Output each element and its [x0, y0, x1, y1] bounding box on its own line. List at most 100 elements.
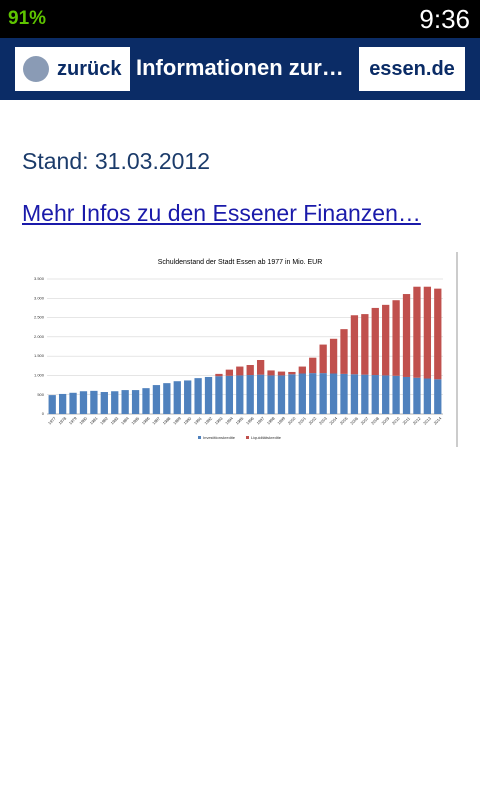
bar-segment — [246, 365, 254, 376]
bar-segment — [434, 379, 442, 414]
bar-segment — [309, 357, 317, 374]
bar-segment — [319, 344, 327, 374]
bar-segment — [267, 370, 275, 376]
x-tick-label: 1988 — [162, 415, 172, 425]
legend-swatch — [246, 436, 249, 439]
bar-segment — [152, 385, 161, 414]
legend-label: Liquiditätskredite — [251, 435, 282, 440]
x-tick-label: 2005 — [339, 415, 349, 425]
bar-segment — [131, 390, 140, 414]
x-tick-label: 1985 — [130, 415, 140, 425]
bar-segment — [225, 375, 234, 414]
x-tick-label: 2003 — [318, 415, 328, 425]
bar-segment — [423, 378, 432, 414]
x-tick-label: 1992 — [203, 415, 213, 425]
x-tick-label: 2001 — [297, 415, 307, 425]
bar-segment — [402, 294, 411, 377]
x-tick-label: 2007 — [360, 415, 370, 425]
page-title: Informationen zur… — [136, 55, 344, 80]
x-tick-label: 2002 — [308, 415, 318, 425]
x-tick-label: 1980 — [78, 415, 88, 425]
x-tick-label: 1978 — [57, 415, 67, 425]
x-tick-label: 1989 — [172, 415, 182, 425]
bar-segment — [69, 392, 77, 414]
x-tick-label: 1993 — [214, 415, 224, 425]
x-tick-label: 2014 — [433, 415, 443, 425]
bar-segment — [256, 374, 265, 414]
x-tick-label: 1984 — [120, 415, 130, 425]
status-bar: 91% 9:36 — [0, 0, 480, 38]
bar-segment — [298, 366, 306, 374]
bar-segment — [246, 375, 254, 414]
bar-segment — [142, 388, 150, 414]
y-tick-label: 3.500 — [34, 276, 45, 281]
x-tick-label: 1995 — [235, 415, 245, 425]
info-link[interactable]: Mehr Infos zu den Essener Finanzen… — [22, 200, 421, 226]
legend-label: Investitionskredite — [203, 435, 236, 440]
x-tick-label: 2006 — [349, 415, 359, 425]
y-tick-label: 2.500 — [34, 315, 45, 320]
bar-segment — [350, 315, 359, 375]
bar-segment — [100, 392, 108, 414]
bar-segment — [413, 377, 421, 414]
x-tick-label: 2011 — [401, 415, 411, 425]
bar-segment — [236, 375, 244, 414]
bar-segment — [277, 375, 286, 414]
bar-segment — [434, 288, 442, 380]
date-text: Stand: 31.03.2012 — [22, 148, 210, 174]
x-tick-label: 1996 — [245, 415, 255, 425]
bar-segment — [392, 300, 400, 376]
bar-segment — [184, 380, 192, 414]
chart-title: Schuldenstand der Stadt Essen ab 1977 in… — [158, 259, 323, 266]
bar-segment — [329, 373, 338, 414]
x-tick-label: 1998 — [266, 415, 276, 425]
x-tick-label: 1986 — [141, 415, 151, 425]
x-tick-label: 2004 — [328, 415, 338, 425]
x-tick-label: 2012 — [412, 415, 422, 425]
bar-segment — [423, 286, 432, 379]
back-button[interactable]: zurück — [15, 47, 130, 91]
bar-segment — [288, 371, 296, 375]
bar-segment — [382, 304, 390, 376]
bar-segment — [215, 376, 223, 414]
bar-segment — [288, 374, 296, 414]
bar-segment — [267, 375, 275, 414]
y-tick-label: 3.000 — [34, 295, 45, 300]
bar-segment — [277, 371, 286, 376]
x-tick-label: 2010 — [391, 415, 401, 425]
legend-swatch — [198, 436, 201, 439]
bar-segment — [402, 376, 411, 414]
nav-bar: zurück Informationen zur… essen.de — [0, 38, 480, 100]
x-tick-label: 1990 — [182, 415, 192, 425]
bar-segment — [121, 390, 129, 414]
x-tick-label: 1999 — [276, 415, 286, 425]
bar-segment — [361, 314, 369, 375]
back-icon — [23, 56, 49, 82]
bar-segment — [90, 390, 98, 414]
bar-segment — [392, 375, 400, 414]
x-tick-label: 1987 — [151, 415, 161, 425]
y-tick-label: 0 — [42, 411, 45, 416]
bar-segment — [309, 373, 317, 414]
x-tick-label: 2000 — [287, 415, 297, 425]
bar-segment — [413, 286, 421, 378]
y-tick-label: 1.500 — [34, 353, 45, 358]
bar-segment — [111, 391, 119, 414]
bar-segment — [319, 373, 327, 414]
bar-segment — [340, 373, 348, 414]
bar-segment — [382, 375, 390, 414]
back-label: zurück — [57, 58, 122, 80]
bar-segment — [163, 383, 171, 414]
bar-segment — [361, 374, 369, 414]
bar-segment — [256, 360, 265, 375]
bar-segment — [58, 393, 67, 414]
x-tick-label: 1982 — [99, 415, 109, 425]
bar-segment — [173, 381, 181, 414]
bar-segment — [340, 329, 348, 374]
x-tick-label: 1983 — [110, 415, 120, 425]
y-tick-label: 500 — [37, 392, 44, 397]
x-tick-label: 2013 — [422, 415, 432, 425]
brand-button[interactable]: essen.de — [359, 47, 465, 91]
